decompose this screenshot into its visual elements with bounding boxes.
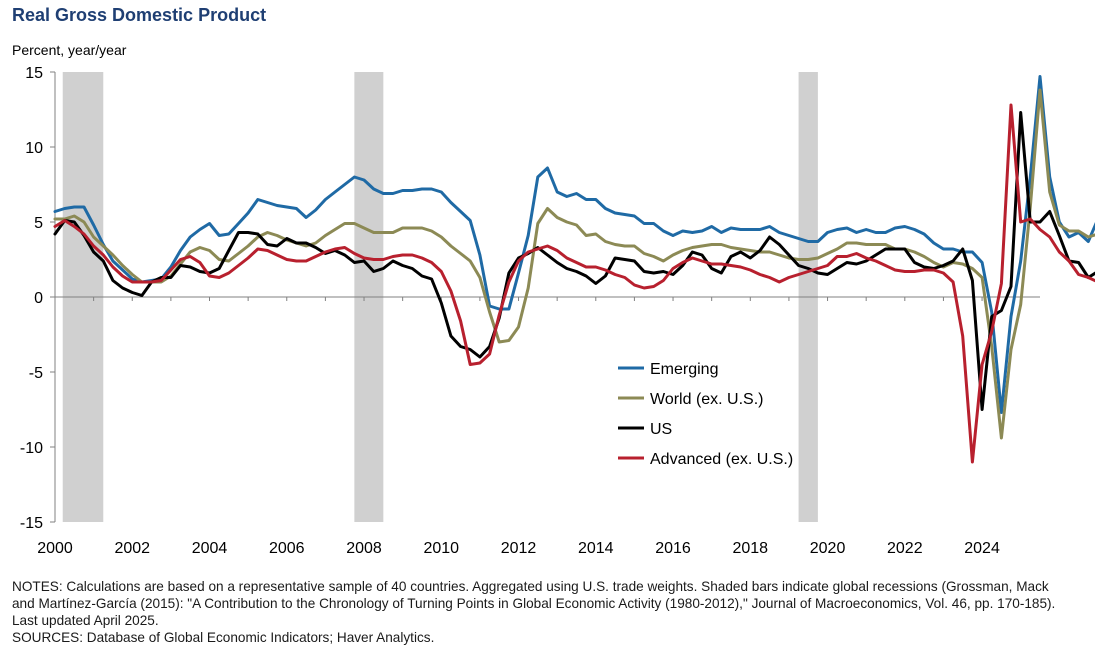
legend: Emerging World (ex. U.S.) US Advanced (ex. … [618, 361, 793, 468]
x-tick-label: 2012 [501, 540, 537, 557]
series-line-advanced-ex-u-s- [53, 103, 1095, 464]
y-tick-label: 15 [25, 65, 43, 82]
y-axis-units-label: Percent, year/year [12, 42, 127, 58]
x-tick-label: 2024 [964, 540, 1000, 557]
series-line-emerging [53, 75, 1095, 414]
y-tick-label: 0 [34, 290, 43, 307]
notes-text: NOTES: Calculations are based on a repre… [12, 579, 1056, 628]
line-chart: 15 10 5 0 -5 -10 -15 2000 2002 2004 2006 2008 2010 20… [20, 65, 1095, 557]
series-lines [53, 75, 1095, 464]
legend-label: Advanced (ex. U.S.) [650, 451, 793, 468]
legend-label: World (ex. U.S.) [650, 391, 764, 408]
x-tick-label: 2008 [346, 540, 382, 557]
x-tick-label: 2010 [423, 540, 459, 557]
y-tick-label: 5 [34, 215, 43, 232]
sources-text: SOURCES: Database of Global Economic Ind… [12, 630, 435, 645]
x-tick-label: 2016 [655, 540, 691, 557]
axes: 15 10 5 0 -5 -10 -15 2000 2002 2004 2006 2008 2010 20… [20, 65, 1040, 557]
y-tick-label: -15 [20, 515, 43, 532]
series-line-world-ex-u-s- [53, 88, 1095, 440]
y-tick-label: -5 [29, 365, 43, 382]
y-tick-label: -10 [20, 440, 43, 457]
y-tick-label: 10 [25, 140, 43, 157]
x-tick-label: 2006 [269, 540, 305, 557]
legend-label: Emerging [650, 361, 718, 378]
chart-notes: NOTES: Calculations are based on a repre… [12, 578, 1072, 646]
x-tick-label: 2004 [192, 540, 228, 557]
x-tick-label: 2022 [887, 540, 923, 557]
x-tick-label: 2000 [37, 540, 73, 557]
x-tick-label: 2014 [578, 540, 614, 557]
x-tick-label: 2018 [732, 540, 768, 557]
x-tick-label: 2002 [114, 540, 150, 557]
chart-title: Real Gross Domestic Product [12, 5, 267, 25]
legend-label: US [650, 421, 672, 438]
x-tick-label: 2020 [810, 540, 846, 557]
